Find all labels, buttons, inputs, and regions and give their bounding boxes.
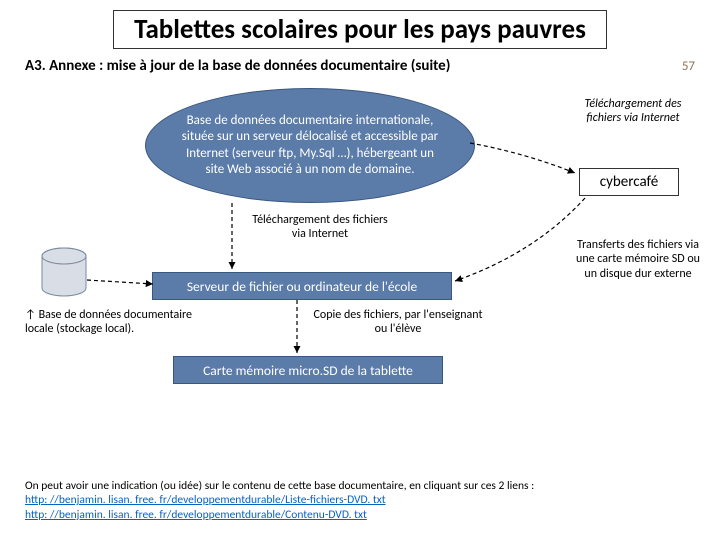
footnote-link-1[interactable]: http: //benjamin. lisan. free. fr/develo… bbox=[25, 493, 386, 507]
cylinder-icon bbox=[40, 246, 88, 298]
label-transfer: Transferts des fichiers via une carte mé… bbox=[573, 238, 703, 281]
arrow-server-to-sdcard bbox=[285, 298, 315, 360]
title-box: Tablettes scolaires pour les pays pauvre… bbox=[113, 10, 607, 49]
label-download-mid: Téléchargement des fichiers via Internet bbox=[245, 213, 395, 242]
label-copy: Copie des fichiers, par l'enseignant ou … bbox=[313, 308, 483, 337]
subtitle-row: A3. Annexe : mise à jour de la base de d… bbox=[25, 57, 695, 75]
node-sdcard-text: Carte mémoire micro.SD de la tablette bbox=[203, 362, 413, 379]
node-cybercafe: cybercafé bbox=[579, 168, 679, 196]
node-database-text: Base de données documentaire internation… bbox=[176, 113, 444, 178]
node-database-ellipse: Base de données documentaire internation… bbox=[145, 88, 475, 203]
node-cybercafe-text: cybercafé bbox=[600, 173, 658, 191]
node-sdcard: Carte mémoire micro.SD de la tablette bbox=[173, 356, 443, 384]
page-subtitle: A3. Annexe : mise à jour de la base de d… bbox=[25, 57, 450, 75]
node-server-text: Serveur de fichier ou ordinateur de l'éc… bbox=[187, 278, 417, 295]
page-title: Tablettes scolaires pour les pays pauvre… bbox=[134, 13, 586, 46]
footnote-link-2[interactable]: http: //benjamin. lisan. free. fr/develo… bbox=[25, 508, 367, 522]
arrow-cylinder-to-server bbox=[85, 268, 160, 293]
slide-number: 57 bbox=[682, 59, 695, 74]
footnote-intro: On peut avoir une indication (ou idée) s… bbox=[25, 479, 534, 493]
node-server: Serveur de fichier ou ordinateur de l'éc… bbox=[152, 272, 452, 300]
label-cylinder: ↑ Base de données documentaire locale (s… bbox=[25, 308, 215, 337]
label-download-right: Téléchargement des fichiers via Internet bbox=[573, 97, 693, 126]
diagram-canvas: Base de données documentaire internation… bbox=[25, 83, 695, 483]
footnote: On peut avoir une indication (ou idée) s… bbox=[25, 479, 695, 522]
arrow-ellipse-to-cybercafe bbox=[465, 133, 585, 183]
